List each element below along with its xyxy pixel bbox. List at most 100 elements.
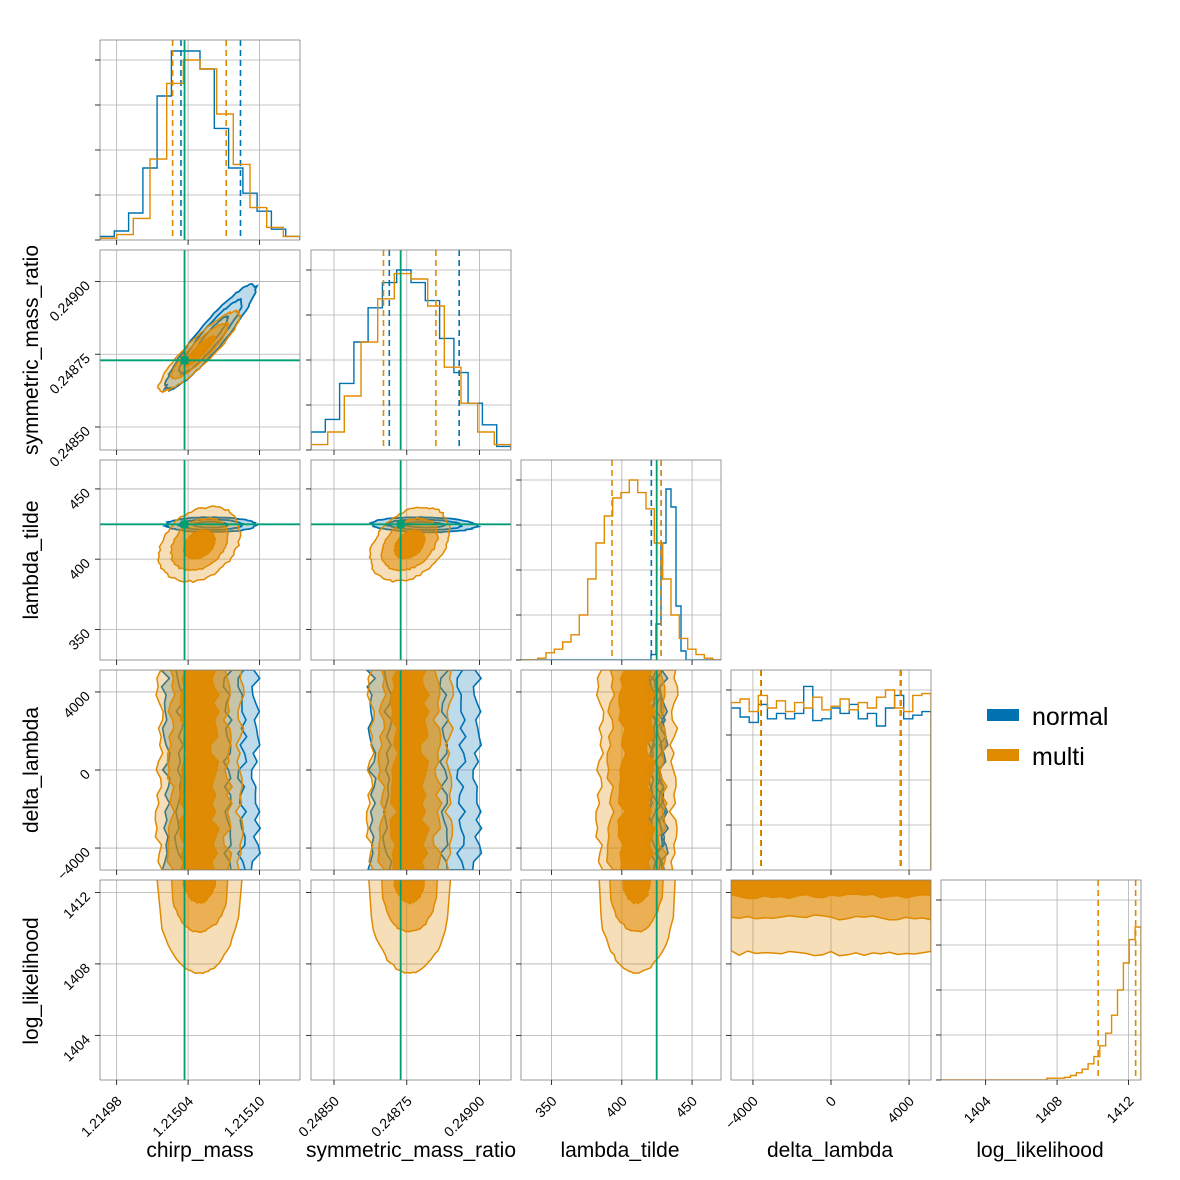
x-tick-label: 4000 [884,1093,917,1126]
panel-content [595,670,679,870]
truth-marker [396,520,405,529]
panel-frame [520,459,722,661]
xlabel-chirp-mass: chirp_mass [146,1139,253,1162]
y-tick-label: 0.24850 [46,423,93,470]
xlabel-delta-lambda: delta_lambda [767,1139,893,1162]
panel-frame [99,459,301,661]
panel-symmetric-mass-ratio-vs-lambda-tilde [306,459,512,665]
histogram-normal [521,488,721,660]
x-tick-label: 1.21498 [78,1093,125,1140]
histogram-normal [100,50,300,240]
y-tick-label: 1412 [60,888,93,921]
y-tick-label: 4000 [60,688,93,721]
contour-multi [389,670,430,870]
corner-panels: 1404 1408 1412 0.24850 0.24875 0.24900 350 400 4… [46,39,1142,1140]
y-tick-label: 0.24875 [46,350,93,397]
panel-chirp-mass-hist [95,39,301,245]
contour-multi [617,670,656,870]
contour-multi [183,529,216,560]
xlabel-lambda-tilde: lambda_tilde [560,1139,679,1162]
panel-chirp-mass-vs-log-likelihood: 1.21498 1.21504 1.21510 1404 1408 1412 [60,879,301,1140]
histogram-multi [100,59,300,240]
legend-swatch-normal [987,709,1019,721]
x-tick-label: −4000 [722,1093,761,1132]
contour-multi [393,529,427,560]
contour-multi [622,880,652,905]
legend-label-multi: multi [1032,743,1085,771]
histogram-multi [941,926,1141,1080]
panel-frame [99,879,301,1081]
y-tick-label: 400 [65,555,93,583]
panel-content [598,880,676,1080]
y-tick-label: 1404 [60,1031,93,1064]
contour-multi [381,880,438,933]
legend: normal multi [987,703,1108,771]
y-tick-label: 0 [76,766,93,783]
histogram-normal [731,685,931,870]
panel-content [156,880,243,1080]
y-tick-label: 0.24900 [46,277,93,324]
panel-content [100,250,300,450]
contour-multi [178,670,220,870]
panel-symmetric-mass-ratio-vs-delta-lambda [306,669,512,875]
panel-content [365,670,483,870]
x-tick-label: 1.21504 [149,1093,196,1140]
panel-delta-lambda-hist [726,669,932,875]
panel-chirp-mass-vs-symmetric-mass-ratio: 0.24850 0.24875 0.24900 [46,249,301,470]
panel-frame [520,879,722,1081]
panel-content [311,250,511,450]
panel-content [311,460,511,660]
ylabel-log-likelihood: log_likelihood [20,917,43,1044]
contour-multi [170,880,229,934]
xlabel-symmetric-mass-ratio: symmetric_mass_ratio [306,1139,516,1162]
panel-content [731,670,931,870]
x-tick-label: 1412 [1103,1093,1136,1126]
ylabel-delta-lambda: delta_lambda [20,707,43,833]
panel-content [521,460,721,660]
y-tick-label: 1408 [60,960,93,993]
panel-symmetric-mass-ratio-hist [306,249,512,455]
xlabel-log-likelihood: log_likelihood [976,1139,1103,1162]
y-tick-label: 350 [65,625,93,653]
histogram-multi [311,272,511,450]
ylabel-lambda-tilde: lambda_tilde [20,500,43,619]
y-tick-label: 450 [65,485,93,513]
panel-content [100,460,300,660]
x-tick-label: 400 [602,1093,630,1121]
panel-frame [310,459,512,661]
x-axis-labels: chirp_mass symmetric_mass_ratio lambda_t… [146,1139,1103,1162]
x-tick-label: 0.24850 [295,1093,342,1140]
panel-frame [99,249,301,451]
panel-content [731,880,931,957]
legend-swatch-multi [987,749,1019,761]
panel-chirp-mass-vs-lambda-tilde: 350 400 450 [65,459,301,665]
x-tick-label: 0.24900 [441,1093,488,1140]
contour-multi [731,880,931,900]
contour-multi [182,880,217,905]
panel-content [154,670,262,870]
x-tick-label: 0 [822,1093,839,1110]
panel-log-likelihood-hist: 1404 1408 1412 [936,879,1142,1126]
y-axis-labels: symmetric_mass_ratio lambda_tilde delta_… [20,245,43,1045]
histogram-multi [521,479,721,660]
contour-multi [609,880,664,933]
panel-chirp-mass-vs-delta-lambda: −4000 0 4000 [54,669,301,883]
panel-content [100,40,300,240]
x-tick-label: 1408 [1032,1093,1065,1126]
truth-marker [180,356,189,365]
panel-content [941,880,1141,1080]
panel-frame [310,879,512,1081]
truth-marker [180,520,189,529]
x-tick-label: 1404 [960,1093,993,1126]
panel-frame [940,879,1142,1081]
x-tick-label: 1.21510 [221,1093,268,1140]
y-tick-label: −4000 [54,844,93,883]
panel-frame [310,249,512,451]
panel-lambda-tilde-hist [516,459,722,665]
ylabel-symmetric-mass-ratio: symmetric_mass_ratio [20,245,43,455]
histogram-multi [731,689,931,870]
panel-delta-lambda-vs-log-likelihood: −4000 0 4000 [722,879,932,1132]
x-tick-label: 350 [532,1093,560,1121]
panel-lambda-tilde-vs-delta-lambda [516,669,722,875]
